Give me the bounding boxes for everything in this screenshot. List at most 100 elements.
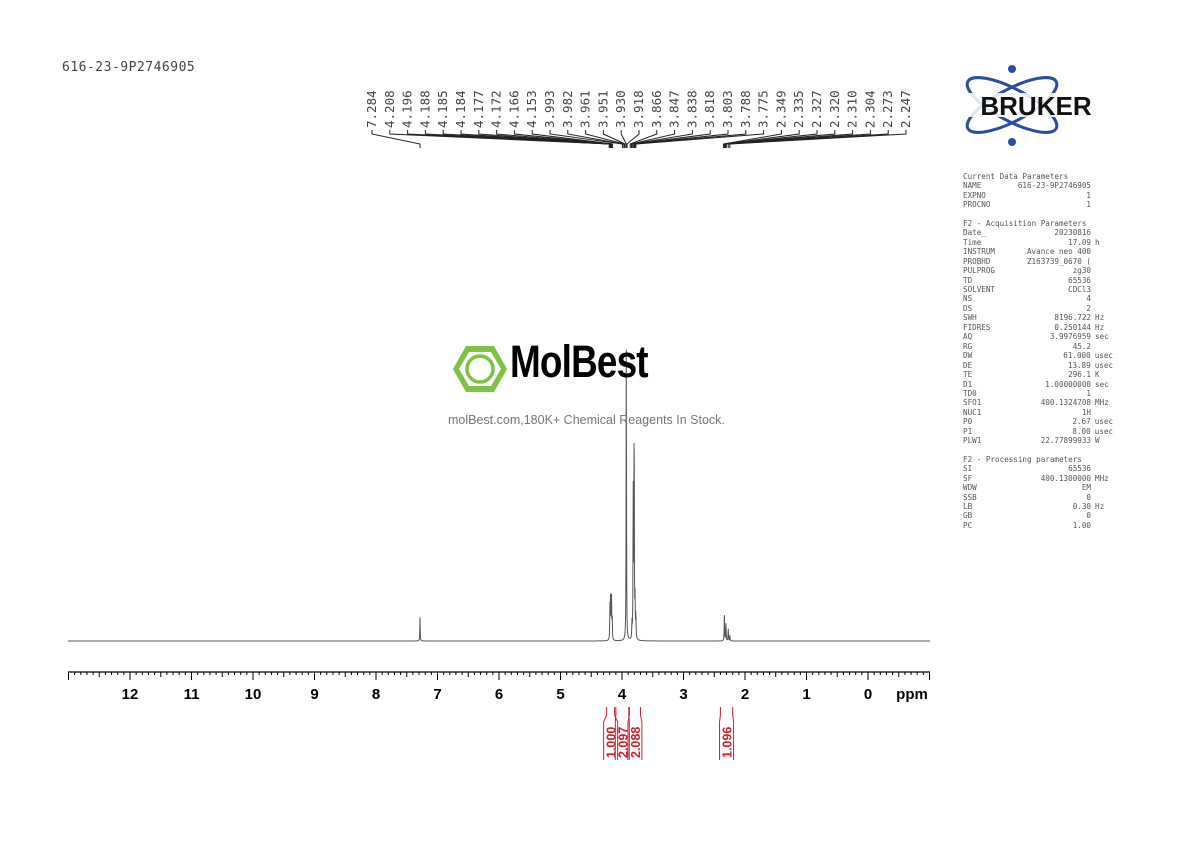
- peak-label: 2.310: [845, 90, 860, 128]
- molbest-watermark: MolBest: [452, 336, 649, 402]
- parameter-unit: [1091, 294, 1095, 303]
- peak-label: 3.961: [578, 90, 593, 128]
- parameter-value: zg30: [1072, 266, 1091, 276]
- parameter-value: EM: [1081, 483, 1091, 493]
- molbest-brand: MolBest: [510, 336, 649, 387]
- parameter-row: SI 65536: [963, 464, 1113, 473]
- peak-label: 4.172: [489, 90, 504, 128]
- x-tick-label: 12: [122, 686, 139, 703]
- parameter-value: 45.2: [1072, 341, 1091, 351]
- parameter-value: 1H: [1081, 407, 1091, 417]
- parameter-key: NAME: [963, 181, 982, 191]
- parameter-row: WDW EM: [963, 483, 1113, 492]
- parameter-row: DS 2: [963, 304, 1113, 313]
- bruker-logo: BRUKER: [957, 65, 1117, 146]
- parameter-unit: [1091, 342, 1095, 351]
- parameter-row: GB 0: [963, 511, 1113, 520]
- integral-bracket: [627, 707, 643, 760]
- parameter-row: D1 1.00000000 sec: [963, 380, 1113, 389]
- peak-label: 2.273: [880, 90, 895, 128]
- peak-label: 2.349: [773, 90, 788, 128]
- parameter-value: 17.09: [1068, 237, 1091, 247]
- parameter-key: PULPROG: [963, 266, 996, 276]
- x-tick-label: 5: [556, 686, 564, 703]
- parameter-section-title: Current Data Parameters: [963, 172, 1069, 181]
- parameter-section-title: F2 - Acquisition Parameters: [963, 218, 1087, 228]
- peak-connector: [727, 130, 889, 148]
- parameter-unit: [1091, 285, 1095, 294]
- parameter-unit: MHz: [1095, 473, 1109, 483]
- parameter-key: WDW: [963, 483, 977, 493]
- peak-connector: [371, 130, 421, 148]
- parameter-key: SI: [963, 464, 973, 474]
- parameter-value: 1.00: [1072, 520, 1091, 530]
- parameter-row: PLW1 22.77899933 W: [963, 436, 1113, 445]
- parameter-row: TD 65536: [963, 276, 1113, 285]
- parameter-value: 1: [1086, 388, 1091, 398]
- peak-connector: [620, 130, 627, 148]
- integral-value: 2.097: [616, 727, 630, 758]
- x-tick-label: 9: [310, 686, 318, 703]
- peak-label: 3.803: [720, 90, 735, 128]
- peak-connector: [633, 130, 729, 148]
- peak-label: 3.847: [667, 90, 682, 128]
- parameter-row: DE 13.89 usec: [963, 361, 1113, 370]
- parameter-key: P0: [963, 417, 973, 427]
- x-tick-label: 0: [864, 686, 872, 703]
- parameter-key: GB: [963, 511, 973, 521]
- peak-label: 7.284: [364, 90, 379, 128]
- x-axis-label: ppm: [896, 686, 928, 703]
- parameter-row: FIDRES 0.250144 Hz: [963, 323, 1113, 332]
- peak-label: 3.993: [542, 90, 557, 128]
- parameter-key: FIDRES: [963, 322, 991, 332]
- parameter-unit: usec: [1094, 417, 1113, 427]
- parameter-key: SSB: [963, 492, 977, 502]
- parameter-value: 65536: [1068, 275, 1091, 285]
- parameter-key: INSTRUM: [963, 247, 996, 257]
- peak-connector: [585, 130, 625, 148]
- peak-label: 2.335: [791, 90, 806, 128]
- x-tick-label: 4: [618, 686, 627, 703]
- parameter-value: 3.9976959: [1049, 332, 1091, 342]
- parameter-value: 0: [1086, 511, 1091, 521]
- peak-label: 2.247: [898, 90, 913, 128]
- x-tick-label: 11: [184, 686, 200, 703]
- parameter-row: NAME 616-23-9P2746905: [963, 181, 1113, 190]
- peak-connector: [531, 130, 614, 148]
- peak-label: 2.304: [862, 90, 877, 128]
- parameter-value: 296.1: [1068, 370, 1091, 380]
- parameter-key: P1: [963, 426, 973, 436]
- parameter-key: SWH: [963, 313, 977, 323]
- parameter-row: SF 400.1300000 MHz: [963, 474, 1113, 483]
- parameter-unit: [1091, 483, 1095, 492]
- parameter-key: DW: [963, 351, 973, 361]
- peak-connector: [631, 130, 693, 148]
- parameter-key: SOLVENT: [963, 284, 996, 294]
- parameter-key: PROBHD: [963, 256, 991, 266]
- peak-label: 3.918: [631, 90, 646, 128]
- parameter-row: LB 0.30 Hz: [963, 502, 1113, 511]
- peak-connector: [729, 130, 907, 148]
- parameter-unit: sec: [1095, 379, 1109, 389]
- parameter-section-title: F2 - Processing parameters: [963, 454, 1082, 464]
- parameter-unit: [1091, 276, 1095, 285]
- parameter-value: 1: [1086, 190, 1091, 200]
- integral-bracket: [719, 707, 735, 760]
- parameter-key: PC: [963, 520, 973, 530]
- parameter-unit: Hz: [1095, 322, 1105, 332]
- x-tick-label: 10: [245, 686, 262, 703]
- parameter-row: EXPNO 1: [963, 191, 1113, 200]
- peak-connector: [602, 130, 626, 148]
- parameter-key: SFO1: [963, 398, 982, 408]
- parameter-key: NS: [963, 294, 973, 304]
- parameter-key: AQ: [963, 332, 973, 342]
- parameter-row: RG 45.2: [963, 342, 1113, 351]
- peak-label: 4.188: [417, 90, 432, 128]
- peak-label: 3.818: [702, 90, 717, 128]
- peak-label: 3.838: [684, 90, 699, 128]
- parameter-value: 0.30: [1072, 501, 1091, 511]
- peak-connector: [549, 130, 623, 148]
- parameter-unit: usec: [1094, 351, 1113, 361]
- parameter-value: 61.000: [1063, 351, 1091, 361]
